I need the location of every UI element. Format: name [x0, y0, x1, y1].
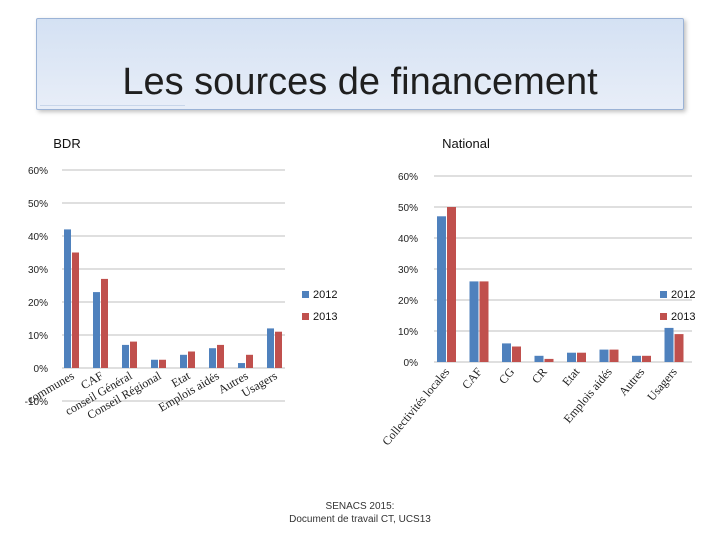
national-legend-label-2012: 2012 [671, 289, 695, 301]
slide-title: Les sources de financement [122, 61, 598, 103]
bdr-y-tick-label: 60% [28, 166, 48, 177]
national-bar-2013 [674, 334, 684, 362]
bdr-y-tick-label: 10% [28, 331, 48, 342]
footer-line-1: SENACS 2015: [325, 501, 395, 512]
national-x-tick-label: CR [529, 365, 550, 386]
national-bar-2013 [512, 346, 521, 362]
national-bar-2013 [609, 349, 619, 362]
national-y-tick-label: 20% [398, 296, 418, 307]
national-y-tick-label: 40% [398, 234, 418, 245]
national-x-tick-label: Usagers [644, 365, 680, 404]
bdr-legend-swatch-2013 [302, 313, 309, 320]
footer-note: SENACS 2015: Document de travail CT, UCS… [260, 500, 460, 526]
bdr-y-tick-label: 20% [28, 298, 48, 309]
bdr-bar-2012 [151, 359, 158, 368]
national-y-tick-label: 50% [398, 203, 418, 214]
bdr-bar-2013 [275, 331, 282, 368]
national-bar-2012 [567, 352, 576, 362]
bdr-legend-label-2012: 2012 [313, 289, 337, 301]
national-x-tick-label: Collectivités locales [379, 365, 452, 449]
national-y-tick-label: 0% [404, 358, 419, 369]
national-legend-swatch-2012 [660, 291, 667, 298]
bdr-bar-2013 [188, 351, 195, 368]
national-bar-2012 [664, 327, 674, 362]
national-bar-2013 [577, 352, 586, 362]
bdr-bar-2013 [246, 354, 253, 368]
national-chart-title: National [442, 136, 490, 151]
bdr-bar-2013 [72, 252, 79, 368]
bdr-bar-2013 [217, 344, 224, 368]
national-bar-2012 [599, 349, 609, 362]
bdr-bar-2012 [209, 348, 216, 368]
bdr-bar-2013 [159, 359, 166, 368]
national-bar-2013 [544, 358, 554, 362]
national-y-tick-label: 60% [398, 172, 418, 183]
bdr-y-tick-label: 30% [28, 265, 48, 276]
national-bar-2013 [642, 355, 651, 362]
bdr-y-tick-label: -10% [25, 397, 48, 408]
bdr-legend-label-2013: 2013 [313, 311, 337, 323]
national-y-tick-label: 30% [398, 265, 418, 276]
bdr-y-tick-label: 40% [28, 232, 48, 243]
bdr-bar-2012 [122, 344, 129, 368]
national-bar-2012 [469, 281, 479, 362]
bdr-bar-2012 [64, 229, 71, 368]
national-bar-2012 [502, 343, 511, 362]
bdr-y-tick-label: 50% [28, 199, 48, 210]
national-x-tick-label: Autres [616, 365, 648, 399]
national-x-tick-label: CG [496, 365, 518, 387]
bdr-chart-title: BDR [53, 136, 80, 151]
bdr-y-tick-label: 0% [34, 364, 49, 375]
national-bar-2013 [447, 207, 456, 362]
national-bar-2013 [479, 281, 489, 362]
national-x-tick-label: Etat [559, 364, 583, 388]
national-legend-swatch-2013 [660, 313, 667, 320]
national-x-tick-label: CAF [459, 365, 485, 392]
bdr-bar-2012 [180, 354, 187, 368]
title-box: Les sources de financement [36, 18, 684, 110]
title-underline [40, 105, 185, 106]
bdr-bar-2012 [93, 292, 100, 368]
national-bar-2012 [534, 355, 544, 362]
national-legend-label-2013: 2013 [671, 311, 695, 323]
national-y-tick-label: 10% [398, 327, 418, 338]
bdr-bar-2013 [130, 341, 137, 368]
footer-line-2: Document de travail CT, UCS13 [289, 514, 431, 525]
bdr-bar-2012 [267, 328, 274, 368]
bdr-legend-swatch-2012 [302, 291, 309, 298]
bdr-bar-2012 [238, 363, 245, 368]
bdr-bar-2013 [101, 278, 108, 368]
national-bar-2012 [632, 355, 641, 362]
national-bar-2012 [437, 216, 446, 362]
